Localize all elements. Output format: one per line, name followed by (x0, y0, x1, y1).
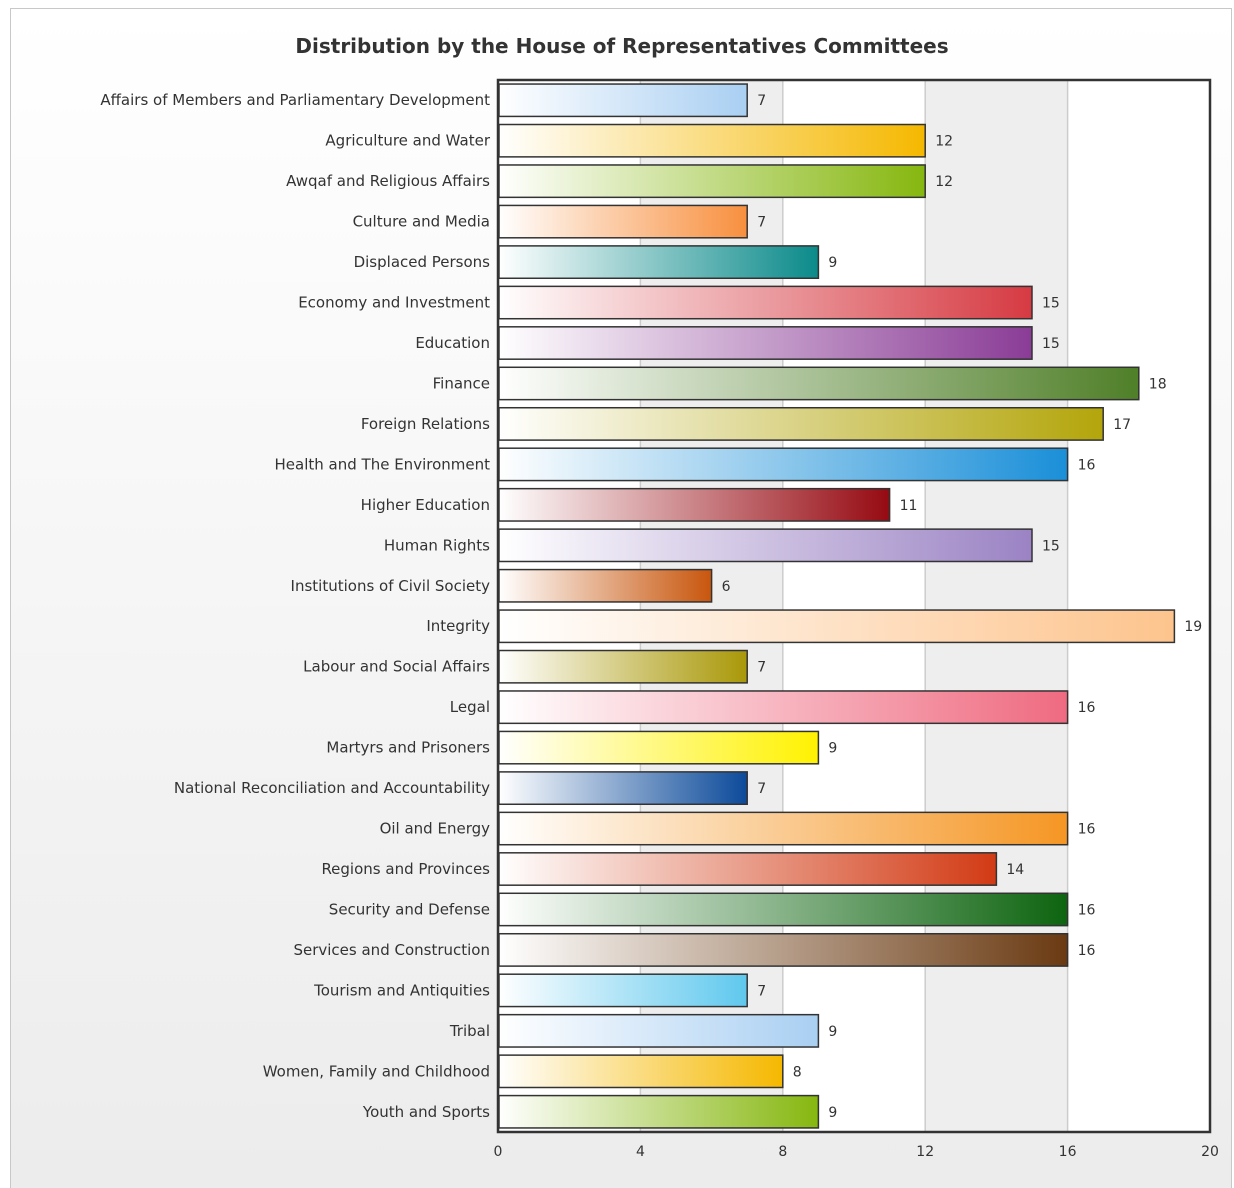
category-label: Health and The Environment (275, 455, 491, 473)
category-label: Oil and Energy (380, 820, 491, 838)
category-label: Foreign Relations (361, 415, 490, 433)
category-label: Education (415, 334, 490, 352)
value-label: 14 (1006, 862, 1024, 878)
value-label: 9 (828, 741, 837, 757)
value-label: 16 (1078, 902, 1096, 918)
x-tick-label: 4 (636, 1144, 645, 1160)
bar (498, 83, 748, 118)
category-label: Agriculture and Water (325, 132, 490, 150)
category-label: Affairs of Members and Parliamentary Dev… (100, 91, 490, 109)
bar (498, 892, 1069, 927)
value-label: 16 (1078, 822, 1096, 838)
category-label: Higher Education (361, 496, 490, 514)
value-label: 15 (1042, 538, 1060, 554)
value-label: 9 (828, 255, 837, 271)
bars (498, 83, 1176, 1129)
category-label: Displaced Persons (354, 253, 491, 271)
category-label: Labour and Social Affairs (303, 658, 490, 676)
bar (498, 730, 820, 765)
plot-band (1067, 80, 1210, 1132)
value-label: 15 (1042, 296, 1060, 312)
bar (498, 326, 1033, 360)
bar (498, 609, 1176, 644)
value-label: 19 (1184, 619, 1202, 635)
category-label: Tribal (449, 1022, 490, 1040)
value-label: 18 (1149, 376, 1167, 392)
bar (498, 690, 1069, 725)
value-label: 12 (935, 174, 953, 190)
category-label: Institutions of Civil Society (291, 577, 491, 595)
plot-band (782, 80, 926, 1132)
plot-border (496, 78, 1212, 1134)
value-label: 15 (1042, 336, 1060, 352)
value-label: 16 (1078, 943, 1096, 959)
value-label: 16 (1078, 457, 1096, 473)
value-label: 7 (757, 660, 766, 676)
value-labels: 7 12 12 7 9 15 15 18 17 16 11 15 6 19 7 16 9 7 16 14 16 16 7 9 8… (722, 93, 1203, 1121)
x-tick-label: 20 (1201, 1144, 1219, 1160)
bar (498, 811, 1069, 846)
x-tick-label: 16 (1059, 1144, 1077, 1160)
value-label: 7 (757, 781, 766, 797)
value-label: 7 (757, 93, 766, 109)
bar (498, 1013, 820, 1048)
bar (498, 123, 926, 158)
value-label: 12 (935, 134, 953, 150)
bar (498, 528, 1033, 563)
category-label: Women, Family and Childhood (263, 1062, 490, 1080)
chart-title: Distribution by the House of Representat… (295, 34, 949, 58)
value-label: 7 (757, 215, 766, 231)
value-label: 9 (828, 1024, 837, 1040)
bar (498, 1094, 820, 1129)
bar (498, 406, 1104, 441)
bar (498, 447, 1069, 482)
category-label: Integrity (426, 617, 490, 635)
category-label: Security and Defense (329, 900, 490, 918)
x-tick-label: 0 (494, 1144, 503, 1160)
bar (498, 1054, 784, 1089)
category-label: Tourism and Antiquities (313, 981, 490, 999)
category-label: Martyrs and Prisoners (326, 739, 490, 757)
x-axis-ticks: 0 4 8 12 16 20 (494, 78, 1219, 1160)
category-label: Finance (433, 374, 490, 392)
bar (498, 245, 820, 280)
category-label: Services and Construction (293, 941, 490, 959)
category-label: Regions and Provinces (321, 860, 490, 878)
bar (498, 771, 748, 806)
category-label: Economy and Investment (298, 294, 490, 312)
category-label: Legal (450, 698, 490, 716)
value-label: 7 (757, 983, 766, 999)
value-label: 6 (722, 579, 731, 595)
bar (498, 487, 891, 522)
x-tick-label: 12 (916, 1144, 934, 1160)
x-tick-label: 8 (778, 1144, 787, 1160)
value-label: 9 (828, 1105, 837, 1121)
value-label: 8 (793, 1064, 802, 1080)
bar (498, 204, 748, 239)
bar (498, 852, 998, 886)
category-labels: Affairs of Members and Parliamentary Dev… (100, 91, 491, 1121)
bar (498, 973, 748, 1008)
category-label: Awqaf and Religious Affairs (286, 172, 490, 190)
bar (498, 164, 926, 199)
value-label: 16 (1078, 700, 1096, 716)
value-label: 11 (900, 498, 918, 514)
category-label: Culture and Media (353, 213, 490, 231)
category-label: Human Rights (384, 536, 490, 554)
value-label: 17 (1113, 417, 1131, 433)
plot-band (925, 80, 1068, 1132)
bar (498, 366, 1140, 401)
bar (498, 568, 713, 603)
category-label: National Reconciliation and Accountabili… (174, 779, 490, 797)
bar (498, 285, 1033, 320)
category-label: Youth and Sports (362, 1103, 490, 1121)
bar (498, 932, 1069, 967)
bar (498, 649, 748, 684)
